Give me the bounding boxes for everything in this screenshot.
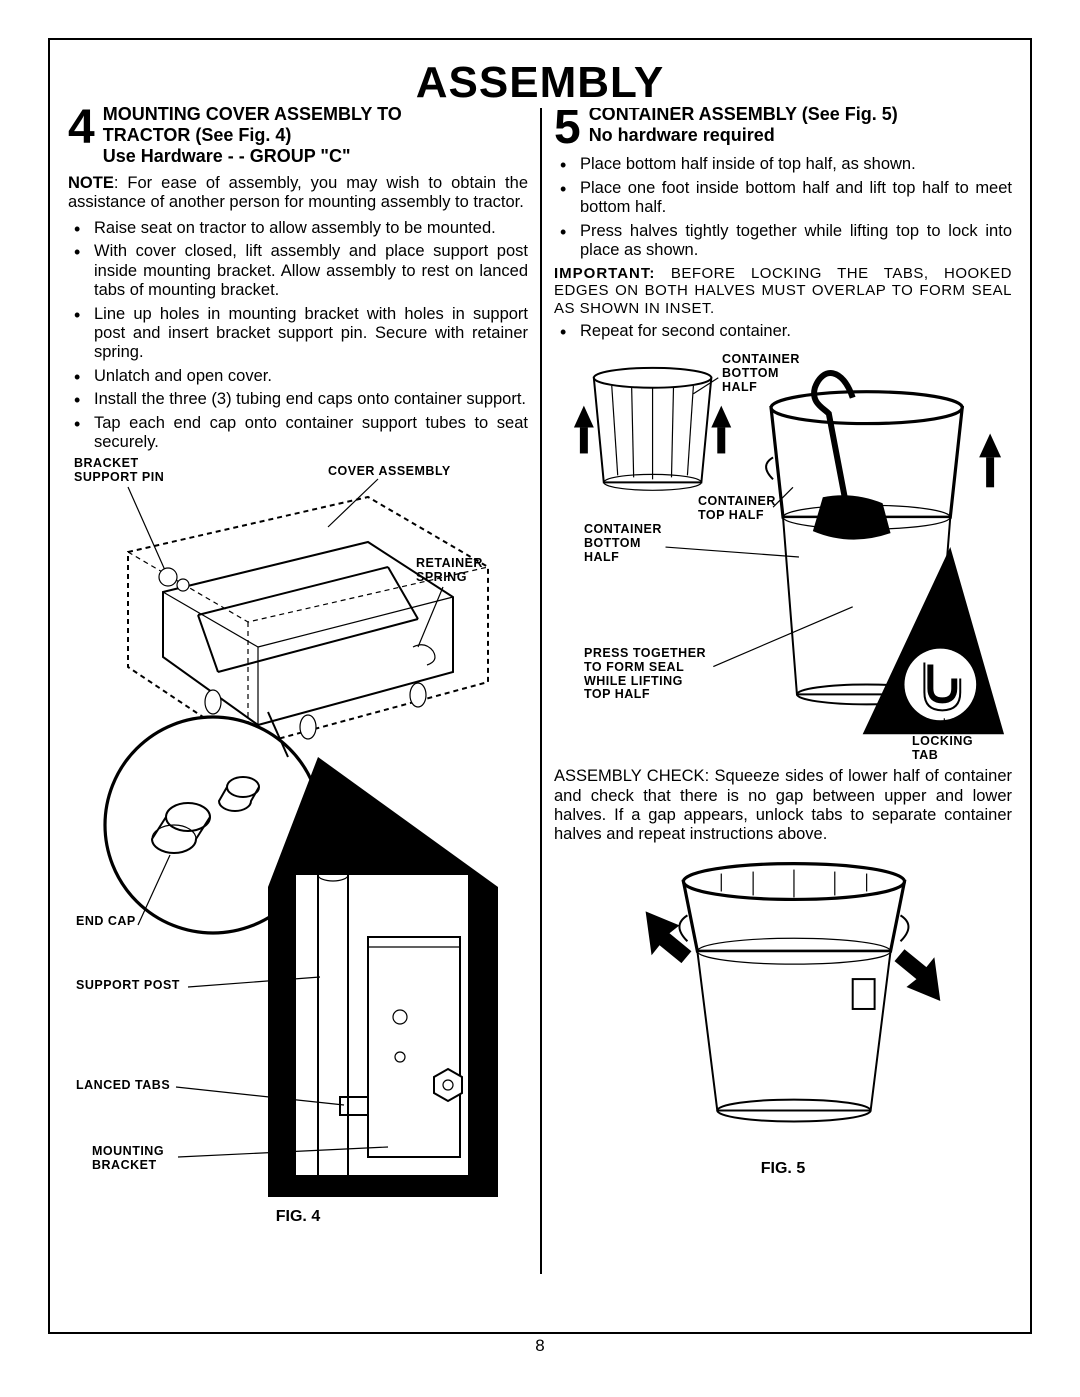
figure-5-lower: FIG. 5 [554, 851, 1012, 1151]
step5-bullets-top: Place bottom half inside of top half, as… [554, 155, 1012, 260]
step4-title-line2: TRACTOR (See Fig. 4) [103, 125, 402, 146]
step4-number: 4 [68, 104, 95, 168]
step4-title: MOUNTING COVER ASSEMBLY TO TRACTOR (See … [103, 104, 402, 168]
lbl-retainer-spring: RETAINER SPRING [416, 557, 483, 585]
step5-title-line2: No hardware required [589, 125, 898, 146]
bullet: Raise seat on tractor to allow assembly … [68, 219, 528, 238]
lbl-support-post: SUPPORT POST [76, 979, 180, 993]
step4-title-line3: Use Hardware - - GROUP "C" [103, 146, 402, 167]
lbl-cover-assembly: COVER ASSEMBLY [328, 465, 451, 479]
left-column: 4 MOUNTING COVER ASSEMBLY TO TRACTOR (Se… [50, 98, 540, 1332]
bullet: Line up holes in mounting bracket with h… [68, 305, 528, 363]
section-title: ASSEMBLY [408, 58, 672, 108]
bullet: Place bottom half inside of top half, as… [554, 155, 1012, 174]
bullet: Place one foot inside bottom half and li… [554, 179, 1012, 218]
page-number: 8 [535, 1336, 544, 1356]
bullet: Repeat for second container. [554, 322, 1012, 341]
step5-header: 5 CONTAINER ASSEMBLY (See Fig. 5) No har… [554, 104, 1012, 149]
right-column: 5 CONTAINER ASSEMBLY (See Fig. 5) No har… [542, 98, 1030, 1332]
bullet: Tap each end cap onto container support … [68, 414, 528, 453]
step4-header: 4 MOUNTING COVER ASSEMBLY TO TRACTOR (Se… [68, 104, 528, 168]
note-text: : For ease of assembly, you may wish to … [68, 174, 528, 211]
lbl-lanced-tabs: LANCED TABS [76, 1079, 170, 1093]
bullet: Press halves tightly together while lift… [554, 222, 1012, 261]
figure-5-upper: CONTAINER BOTTOM HALF CONTAINER TOP HALF… [554, 347, 1012, 767]
step5-number: 5 [554, 104, 581, 149]
fig5-caption: FIG. 5 [554, 1160, 1012, 1179]
columns: 4 MOUNTING COVER ASSEMBLY TO TRACTOR (Se… [50, 40, 1030, 1332]
lbl-mounting-bracket: MOUNTING BRACKET [92, 1145, 164, 1173]
lbl-bracket-support-pin: BRACKET SUPPORT PIN [74, 457, 164, 485]
important-label: IMPORTANT: [554, 265, 655, 282]
page-frame: ASSEMBLY 4 MOUNTING COVER ASSEMBLY TO TR… [48, 38, 1032, 1334]
important-note: IMPORTANT: BEFORE LOCKING THE TABS, HOOK… [554, 265, 1012, 318]
lbl-container-bottom-left: CONTAINER BOTTOM HALF [584, 523, 662, 564]
step4-title-line1: MOUNTING COVER ASSEMBLY TO [103, 104, 402, 125]
assembly-check: ASSEMBLY CHECK: Squeeze sides of lower h… [554, 767, 1012, 845]
lbl-container-top-half: CONTAINER TOP HALF [698, 495, 776, 523]
step5-title: CONTAINER ASSEMBLY (See Fig. 5) No hardw… [589, 104, 898, 149]
figure-5-lower-svg [554, 851, 1012, 1151]
bullet: Install the three (3) tubing end caps on… [68, 390, 528, 409]
note-label: NOTE [68, 174, 114, 192]
lbl-container-bottom-top: CONTAINER BOTTOM HALF [722, 353, 800, 394]
fig4-caption: FIG. 4 [68, 1208, 528, 1227]
lbl-locking-tab: LOCKING TAB [912, 735, 973, 763]
figure-4: BRACKET SUPPORT PIN COVER ASSEMBLY RETAI… [68, 457, 528, 1227]
lbl-press-together: PRESS TOGETHER TO FORM SEAL WHILE LIFTIN… [584, 647, 706, 702]
step5-bullets-mid: Repeat for second container. [554, 322, 1012, 341]
step4-note: NOTE: For ease of assembly, you may wish… [68, 174, 528, 213]
bullet: With cover closed, lift assembly and pla… [68, 242, 528, 300]
bullet: Unlatch and open cover. [68, 367, 528, 386]
lbl-end-cap: END CAP [76, 915, 136, 929]
step4-bullets: Raise seat on tractor to allow assembly … [68, 219, 528, 453]
